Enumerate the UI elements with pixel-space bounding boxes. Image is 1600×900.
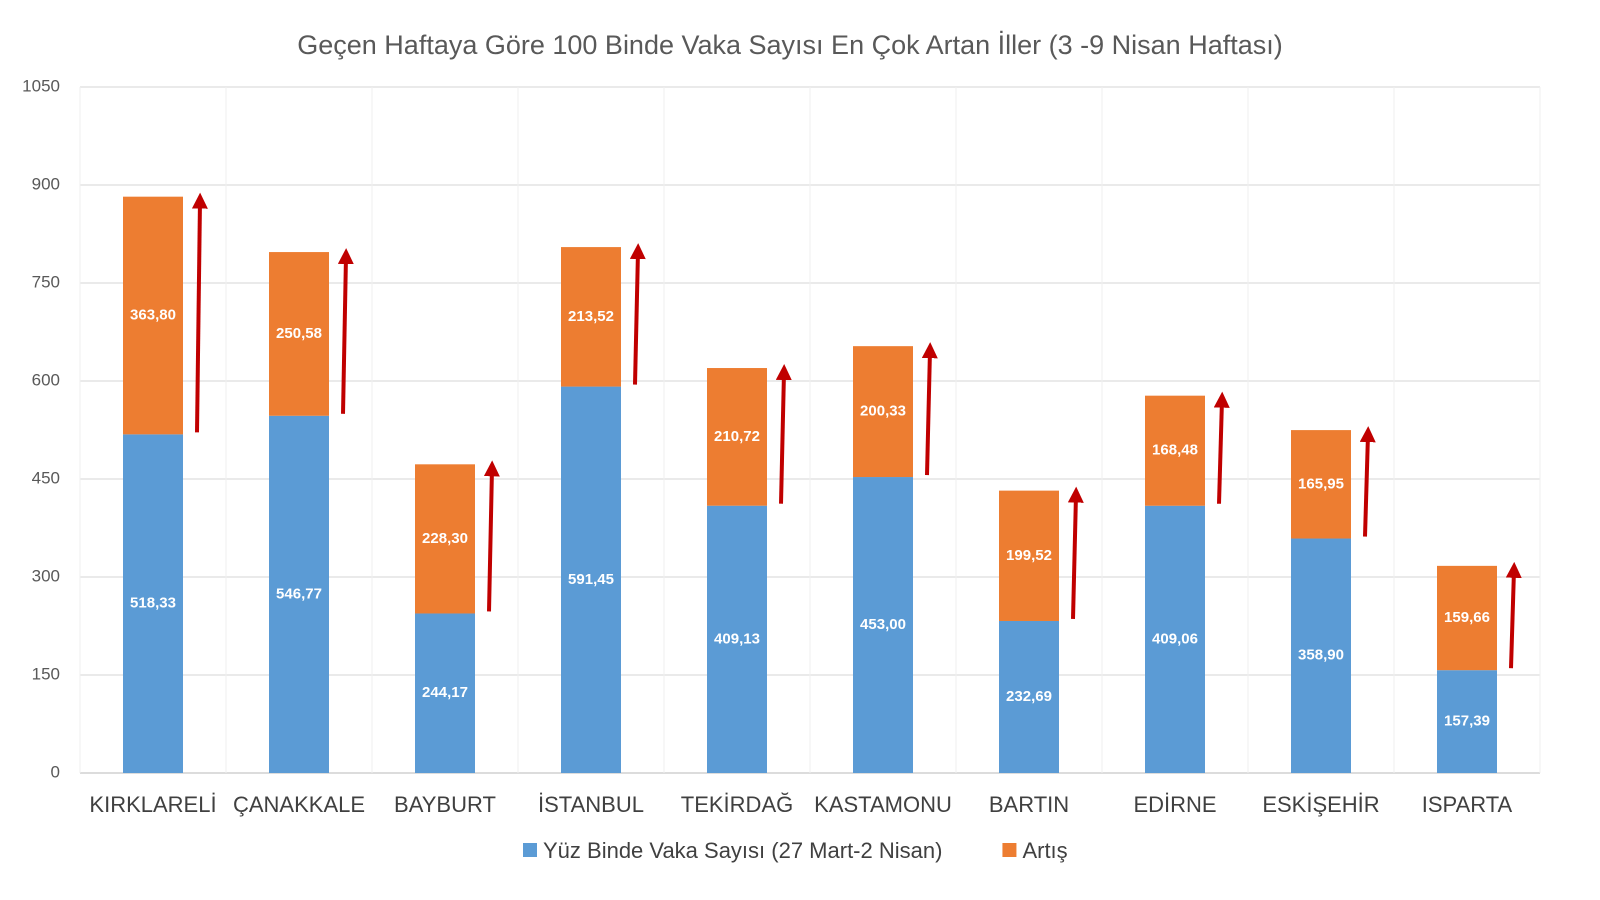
y-tick-label: 150 [32, 664, 60, 683]
increase-arrow [191, 192, 208, 433]
bar-segment [561, 247, 621, 387]
bar-segment [415, 464, 475, 614]
value-label: 409,13 [714, 630, 760, 647]
bar-segment [561, 386, 621, 773]
x-tick-label: ÇANAKKALE [233, 792, 365, 817]
value-label: 546,77 [276, 585, 322, 602]
y-tick-label: 1050 [22, 76, 60, 95]
value-label: 165,95 [1298, 475, 1344, 492]
increase-arrow [1359, 426, 1376, 537]
bar-segment [1145, 395, 1205, 506]
value-label: 210,72 [714, 428, 760, 445]
x-tick-label: ESKİŞEHİR [1262, 792, 1379, 817]
x-tick-label: İSTANBUL [538, 792, 644, 817]
x-tick-label: ISPARTA [1422, 792, 1513, 817]
bar-segment [1291, 430, 1351, 539]
bar-segment [1437, 670, 1497, 773]
value-label: 363,80 [130, 306, 176, 323]
x-tick-label: TEKİRDAĞ [681, 792, 793, 817]
bar-segment [853, 477, 913, 773]
value-label: 250,58 [276, 325, 322, 342]
bar-segment [707, 505, 767, 773]
bar-segment [707, 368, 767, 506]
value-label: 358,90 [1298, 647, 1344, 664]
bar-segment [123, 196, 183, 435]
bar-segment [123, 434, 183, 773]
increase-arrow [1505, 561, 1522, 669]
value-label: 409,06 [1152, 630, 1198, 647]
y-tick-label: 900 [32, 174, 60, 193]
value-label: 168,48 [1152, 442, 1198, 459]
increase-arrow [483, 460, 500, 612]
increase-arrow [775, 364, 792, 504]
y-tick-label: 750 [32, 272, 60, 291]
value-label: 232,69 [1006, 688, 1052, 705]
y-tick-label: 600 [32, 370, 60, 389]
value-label: 157,39 [1444, 713, 1490, 730]
increase-arrow [1067, 486, 1084, 620]
value-label: 200,33 [860, 403, 906, 420]
value-label: 518,33 [130, 595, 176, 612]
bar-segment [999, 490, 1059, 621]
x-tick-label: KASTAMONU [814, 792, 952, 817]
bar-segment [269, 252, 329, 416]
y-tick-label: 450 [32, 468, 60, 487]
legend-swatch [523, 843, 537, 857]
bar-segment [1291, 538, 1351, 773]
value-label: 244,17 [422, 684, 468, 701]
value-label: 591,45 [568, 571, 614, 588]
value-label: 199,52 [1006, 547, 1052, 564]
increase-arrow [921, 342, 938, 476]
x-tick-label: BAYBURT [394, 792, 496, 817]
y-tick-label: 300 [32, 566, 60, 585]
bar-segment [415, 613, 475, 773]
increase-arrow [1213, 391, 1230, 504]
value-label: 213,52 [568, 308, 614, 325]
legend-swatch [1002, 843, 1017, 857]
x-tick-label: KIRKLARELİ [89, 792, 216, 817]
bar-segment [1145, 505, 1205, 773]
increase-arrow [337, 248, 354, 414]
x-tick-label: BARTIN [989, 792, 1069, 817]
bar-segment [269, 415, 329, 773]
increase-arrow [629, 243, 646, 385]
x-tick-label: EDİRNE [1133, 792, 1216, 817]
bar-segment [999, 620, 1059, 773]
y-tick-label: 0 [51, 762, 60, 781]
bar-segment [1437, 565, 1497, 671]
value-label: 228,30 [422, 530, 468, 547]
legend-label: Artış [1022, 838, 1067, 863]
bar-segment [853, 346, 913, 478]
value-label: 453,00 [860, 616, 906, 633]
chart-title: Geçen Haftaya Göre 100 Binde Vaka Sayısı… [297, 29, 1282, 60]
value-label: 159,66 [1444, 609, 1490, 626]
legend-label: Yüz Binde Vaka Sayısı (27 Mart-2 Nisan) [543, 838, 942, 863]
